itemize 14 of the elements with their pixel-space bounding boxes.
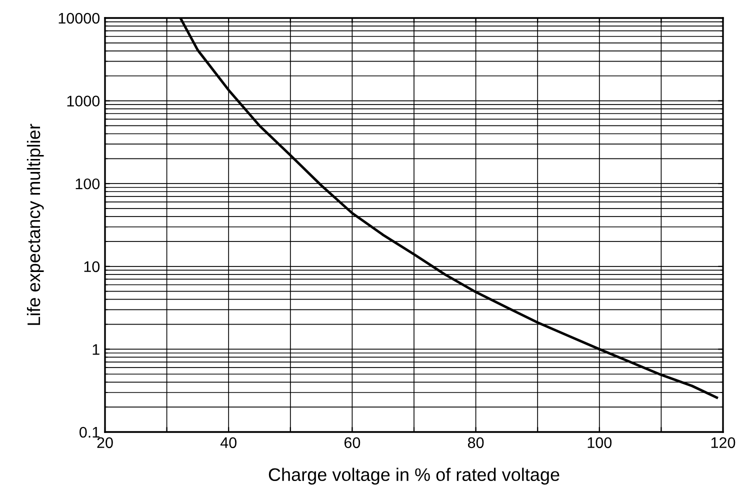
x-tick-label: 100 — [588, 437, 612, 448]
y-tick-label: 1000 — [67, 96, 100, 106]
y-tick-label: 1 — [92, 344, 100, 355]
x-tick-label: 60 — [344, 437, 360, 448]
x-axis-title: Charge voltage in % of rated voltage — [268, 468, 560, 485]
y-tick-label: 10 — [84, 261, 100, 272]
y-tick-label: 0.1 — [80, 426, 100, 438]
x-tick-label: 80 — [468, 437, 484, 448]
x-tick-label: 20 — [97, 437, 113, 448]
x-tick-label: 120 — [711, 437, 736, 448]
y-axis-title: Life expectancy multiplier — [26, 124, 44, 325]
x-tick-label: 40 — [220, 437, 236, 448]
y-tick-label: 100 — [76, 178, 100, 190]
y-tick-label: 10000 — [58, 12, 100, 24]
